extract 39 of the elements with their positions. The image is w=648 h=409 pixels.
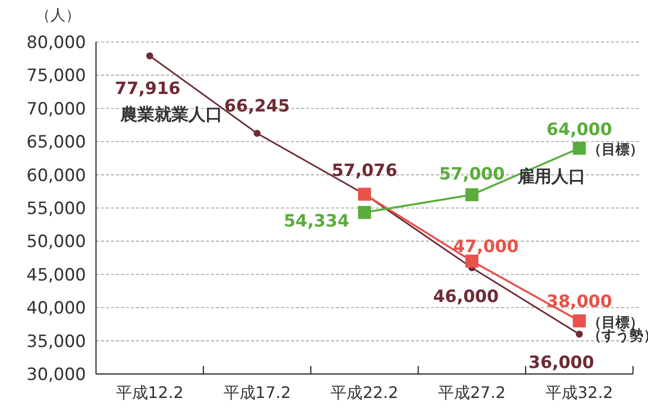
x-tick-label: 平成12.2 (116, 383, 184, 402)
y-tick-label: 30,000 (26, 365, 86, 385)
y-tick-label: 75,000 (26, 66, 86, 86)
data-label: 57,076 (332, 161, 398, 182)
data-label: 57,000 (439, 164, 505, 185)
point (146, 52, 154, 60)
series-label: 農業就業人口 (120, 104, 223, 125)
y-tick-label: 45,000 (26, 265, 86, 286)
data-label: 64,000 (546, 120, 612, 140)
point (576, 330, 583, 338)
y-tick-label: 65,000 (26, 132, 86, 153)
y-tick-label: 60,000 (26, 166, 86, 186)
point (254, 130, 261, 137)
x-tick-label: 平成22.2 (330, 383, 398, 402)
y-tick-label: 55,000 (26, 199, 86, 219)
data-label: 77,916 (114, 78, 181, 99)
x-tick-label: 平成17.2 (223, 383, 291, 402)
point (465, 188, 478, 202)
data-label: 46,000 (433, 286, 499, 307)
data-label: 36,000 (528, 353, 594, 374)
point (465, 254, 478, 268)
data-label: 54,334 (284, 211, 350, 232)
y-tick-label: 35,000 (26, 332, 86, 352)
data-label: 47,000 (453, 237, 519, 258)
annotation: （目標） (587, 142, 644, 158)
y-tick-label: 50,000 (26, 232, 86, 252)
data-label: 66,245 (224, 96, 290, 116)
y-axis-title: （人） (36, 6, 80, 24)
point (358, 188, 371, 201)
point (358, 206, 371, 219)
y-tick-label: 70,000 (26, 99, 86, 120)
point (572, 142, 586, 155)
point (572, 314, 586, 328)
x-tick-label: 平成27.2 (438, 383, 506, 402)
y-tick-label: 80,000 (26, 33, 86, 53)
x-tick-label: 平成32.2 (545, 383, 614, 402)
y-tick-label: 40,000 (26, 298, 86, 319)
series-label: 雇用人口 (516, 167, 586, 188)
data-label: 38,000 (546, 292, 612, 312)
